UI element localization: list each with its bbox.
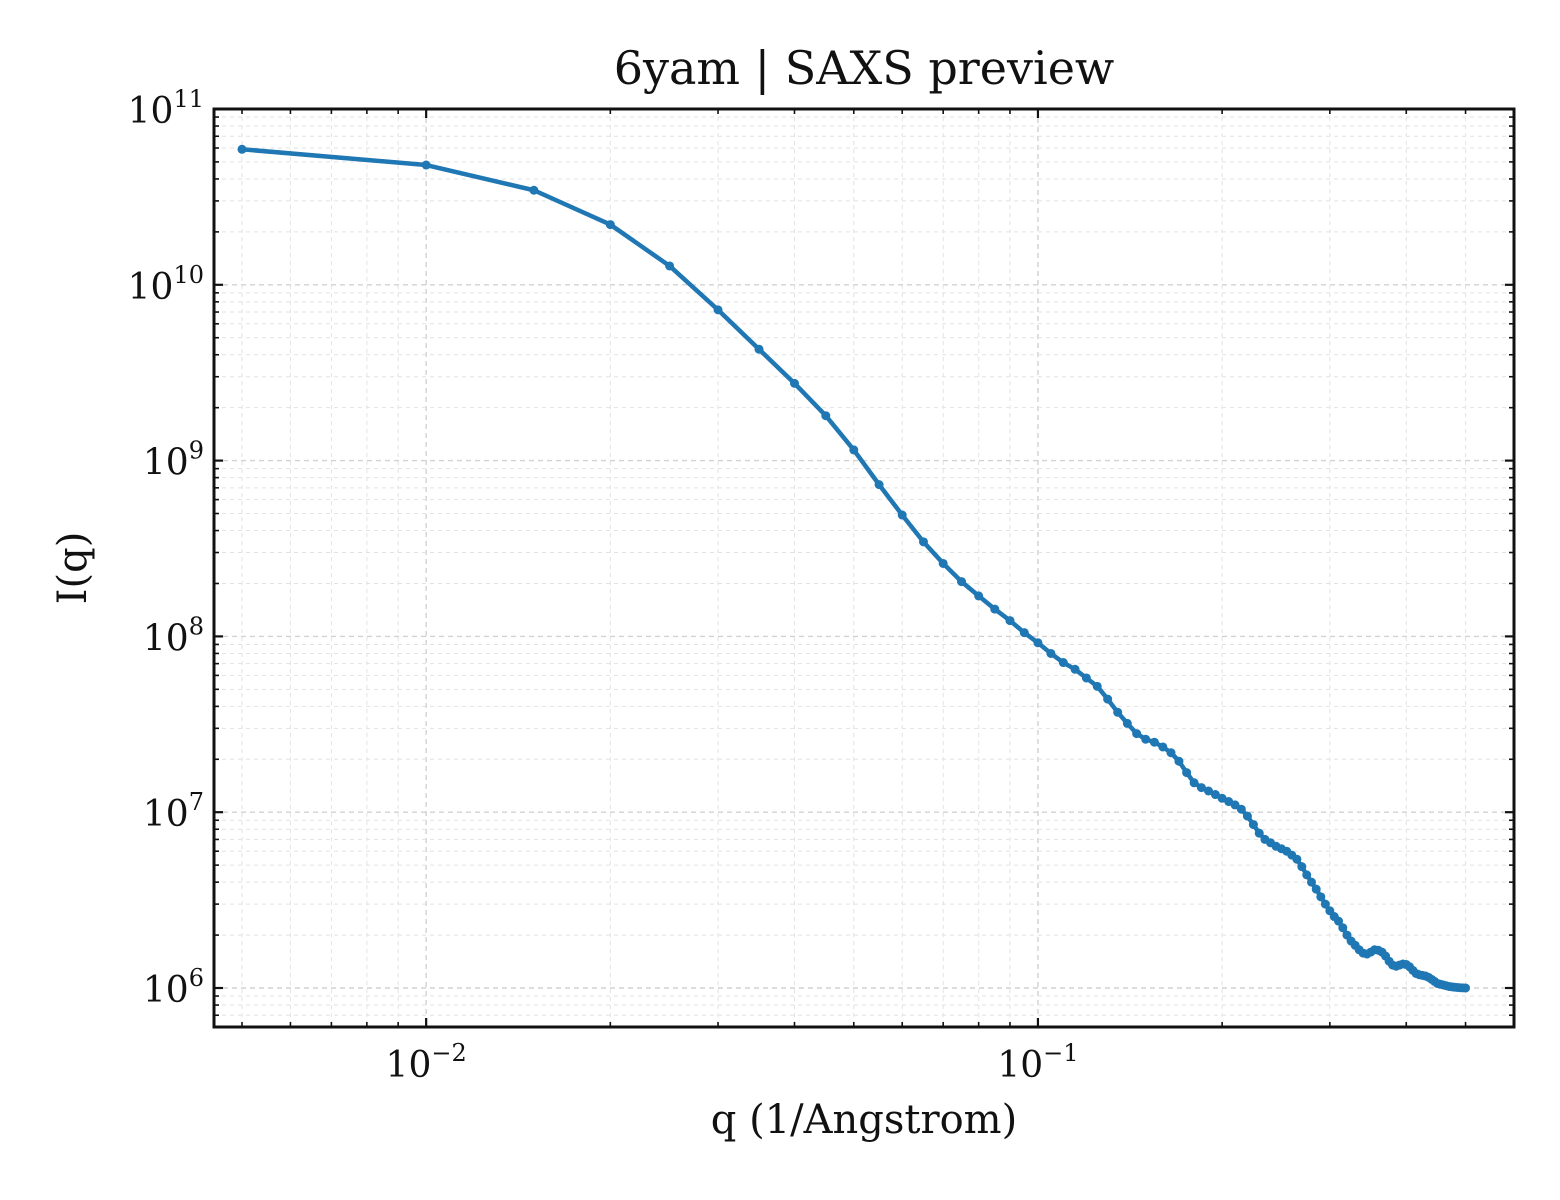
y-tick-label: 107 (143, 788, 204, 835)
data-point (1122, 718, 1132, 728)
data-point (237, 144, 247, 154)
data-point (1302, 870, 1312, 880)
y-tick-label-exponent: 8 (189, 612, 204, 640)
data-point (1033, 638, 1043, 648)
data-point (1046, 648, 1056, 658)
data-point (918, 537, 928, 547)
y-tick-label-exponent: 10 (173, 261, 204, 289)
x-tick-label-exponent: −2 (431, 1039, 466, 1067)
data-point (938, 558, 948, 568)
data-point (1297, 862, 1307, 872)
data-point (1092, 681, 1102, 691)
y-tick-label-exponent: 6 (189, 964, 204, 992)
data-point (1166, 748, 1176, 758)
data-point (713, 305, 723, 315)
data-point (1058, 658, 1068, 668)
data-point (897, 510, 907, 520)
y-tick-label-base: 10 (143, 970, 189, 1011)
y-tick-label: 1011 (128, 85, 204, 132)
data-point (1182, 768, 1192, 778)
data-point (1248, 820, 1258, 830)
y-tick-label-exponent: 7 (189, 788, 204, 816)
x-tick-labels: 10−2 10−1 (386, 1039, 1079, 1086)
series-layer (237, 144, 1471, 993)
data-point (1242, 811, 1252, 821)
data-point (1236, 804, 1246, 814)
data-point (1203, 786, 1213, 796)
data-point (957, 577, 967, 587)
y-tick-label-exponent: 9 (189, 437, 204, 465)
chart-title: 6yam | SAXS preview (614, 41, 1115, 95)
y-tick-label: 108 (143, 612, 204, 659)
data-point (1189, 778, 1199, 788)
x-tick-label: 10−1 (997, 1039, 1078, 1086)
y-tick-label: 106 (143, 964, 204, 1011)
y-tick-label-base: 10 (143, 618, 189, 659)
data-point (1311, 884, 1321, 894)
data-point (1210, 790, 1220, 800)
data-point (1070, 664, 1080, 674)
x-tick-label-exponent: −1 (1043, 1039, 1078, 1067)
data-point (529, 185, 539, 195)
data-point (1113, 707, 1123, 717)
plot-frame (212, 107, 1516, 1029)
data-point (1103, 694, 1113, 704)
y-tick-label: 1010 (128, 261, 204, 308)
y-tick-label: 109 (143, 437, 204, 484)
data-point (821, 411, 831, 421)
y-axis-label: I(q) (50, 532, 96, 605)
data-point (1005, 616, 1015, 626)
data-point (421, 160, 431, 170)
y-tick-label-base: 10 (143, 443, 189, 484)
data-point (1149, 737, 1159, 747)
data-point (1338, 923, 1348, 933)
data-point (1174, 756, 1184, 766)
data-point (1158, 742, 1168, 752)
y-tick-label-base: 10 (128, 91, 174, 132)
data-point (874, 480, 884, 490)
data-point (1320, 899, 1330, 909)
data-point (990, 604, 1000, 614)
data-point (1292, 854, 1302, 864)
x-tick-label: 10−2 (386, 1039, 467, 1086)
data-point (1254, 828, 1264, 838)
y-tick-label-base: 10 (143, 794, 189, 835)
data-point (849, 445, 859, 455)
data-point (1334, 916, 1344, 926)
data-point (1461, 983, 1471, 993)
data-point (789, 378, 799, 388)
data-point (754, 344, 764, 354)
data-point (1196, 783, 1206, 793)
data-point (1019, 628, 1029, 638)
data-point (1141, 734, 1151, 744)
x-tick-label-base: 10 (386, 1045, 432, 1086)
data-point (1081, 673, 1091, 683)
y-tick-label-base: 10 (128, 267, 174, 308)
x-tick-label-base: 10 (997, 1045, 1043, 1086)
data-point (974, 591, 984, 601)
data-point (1316, 892, 1326, 902)
y-tick-label-exponent: 11 (173, 85, 204, 113)
x-axis-label: q (1/Angstrom) (711, 1097, 1017, 1143)
data-point (605, 220, 615, 230)
data-point (665, 261, 675, 271)
data-point (1132, 729, 1142, 739)
data-point (1307, 877, 1316, 887)
